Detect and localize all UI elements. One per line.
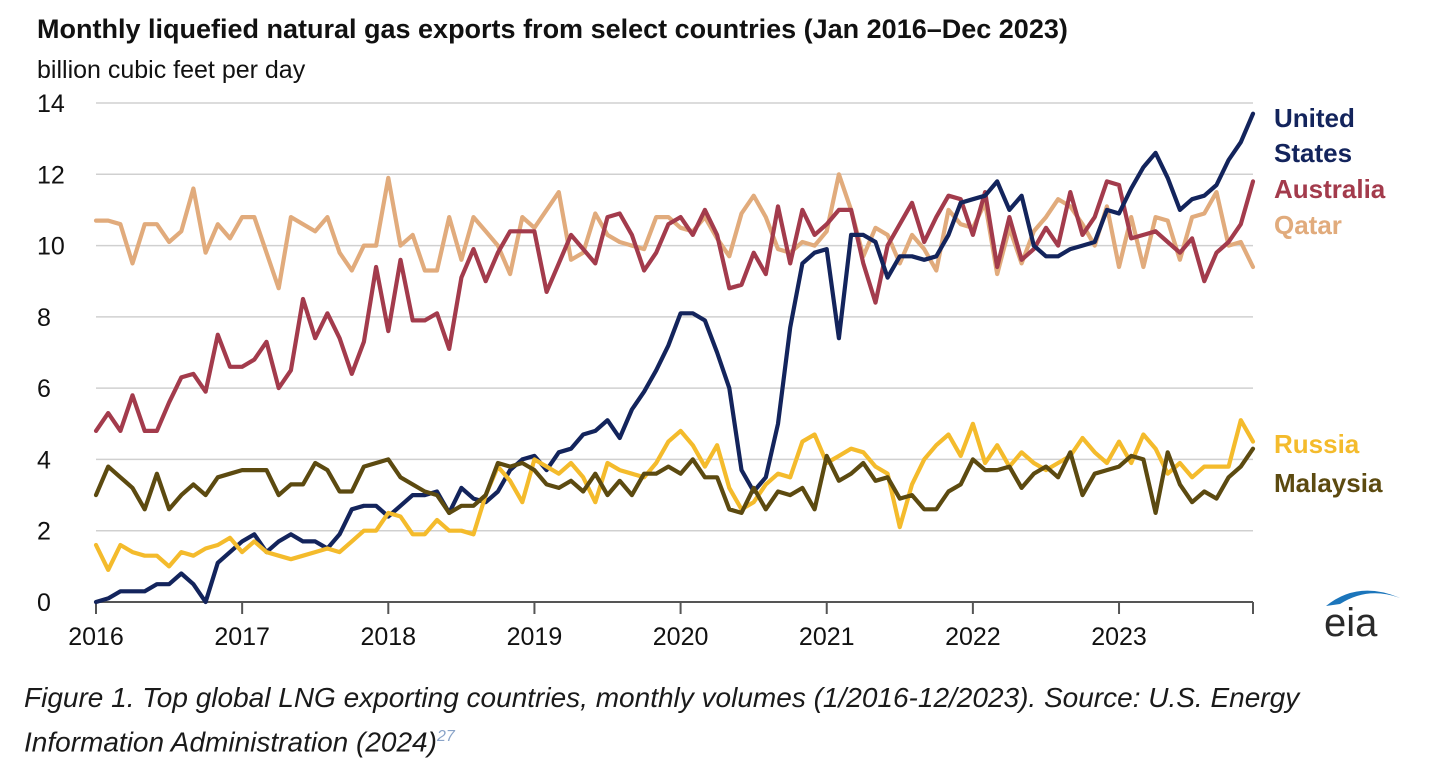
y-tick-label: 2	[37, 518, 51, 546]
series-label-malaysia: Malaysia	[1274, 468, 1383, 498]
y-axis-ticks: 0 2 4 6 8 10 12 14	[37, 90, 65, 617]
series-labels: Qatar Australia United States Russia Malaysia	[1274, 103, 1386, 498]
caption-text: Figure 1. Top global LNG exporting count…	[24, 682, 1300, 758]
y-tick-label: 8	[37, 304, 51, 332]
y-tick-label: 14	[37, 90, 65, 118]
series-line-australia	[93, 179, 1256, 433]
chart-title: Monthly liquefied natural gas exports fr…	[37, 14, 1068, 44]
series-lines	[93, 111, 1256, 605]
x-tick-label: 2018	[360, 623, 416, 651]
figure-caption: Figure 1. Top global LNG exporting count…	[24, 678, 1444, 761]
x-tick-label: 2016	[68, 623, 124, 651]
y-tick-label: 6	[37, 375, 51, 403]
y-tick-label: 0	[37, 589, 51, 617]
line-chart: 0 2 4 6 8 10 12 14 2016 2017 2018 2019 2020 2021 2022…	[37, 90, 1386, 651]
caption-reference: 27	[436, 728, 455, 745]
series-line-russia	[93, 418, 1256, 572]
series-label-russia: Russia	[1274, 429, 1360, 459]
logo-text: eia	[1324, 601, 1378, 644]
series-line-malaysia	[93, 446, 1256, 515]
series-label-united-states: United States	[1274, 103, 1355, 168]
x-tick-label: 2017	[214, 623, 270, 651]
x-tick-label: 2023	[1091, 623, 1147, 651]
logo-swoosh-icon	[1326, 590, 1400, 606]
y-tick-label: 4	[37, 446, 51, 474]
gridlines	[96, 102, 1253, 532]
y-tick-label: 10	[37, 233, 65, 261]
x-tick-label: 2019	[507, 623, 563, 651]
series-label-australia: Australia	[1274, 174, 1386, 204]
x-axis: 2016 2017 2018 2019 2020 2021 2022 2023	[68, 601, 1254, 651]
y-tick-label: 12	[37, 161, 65, 189]
series-label-qatar: Qatar	[1274, 210, 1342, 240]
eia-logo: eia	[1324, 590, 1400, 644]
x-tick-label: 2022	[945, 623, 1001, 651]
series-line-united-states	[93, 111, 1256, 605]
x-tick-label: 2021	[799, 623, 855, 651]
y-axis-unit-label: billion cubic feet per day	[37, 56, 306, 84]
x-tick-label: 2020	[653, 623, 709, 651]
